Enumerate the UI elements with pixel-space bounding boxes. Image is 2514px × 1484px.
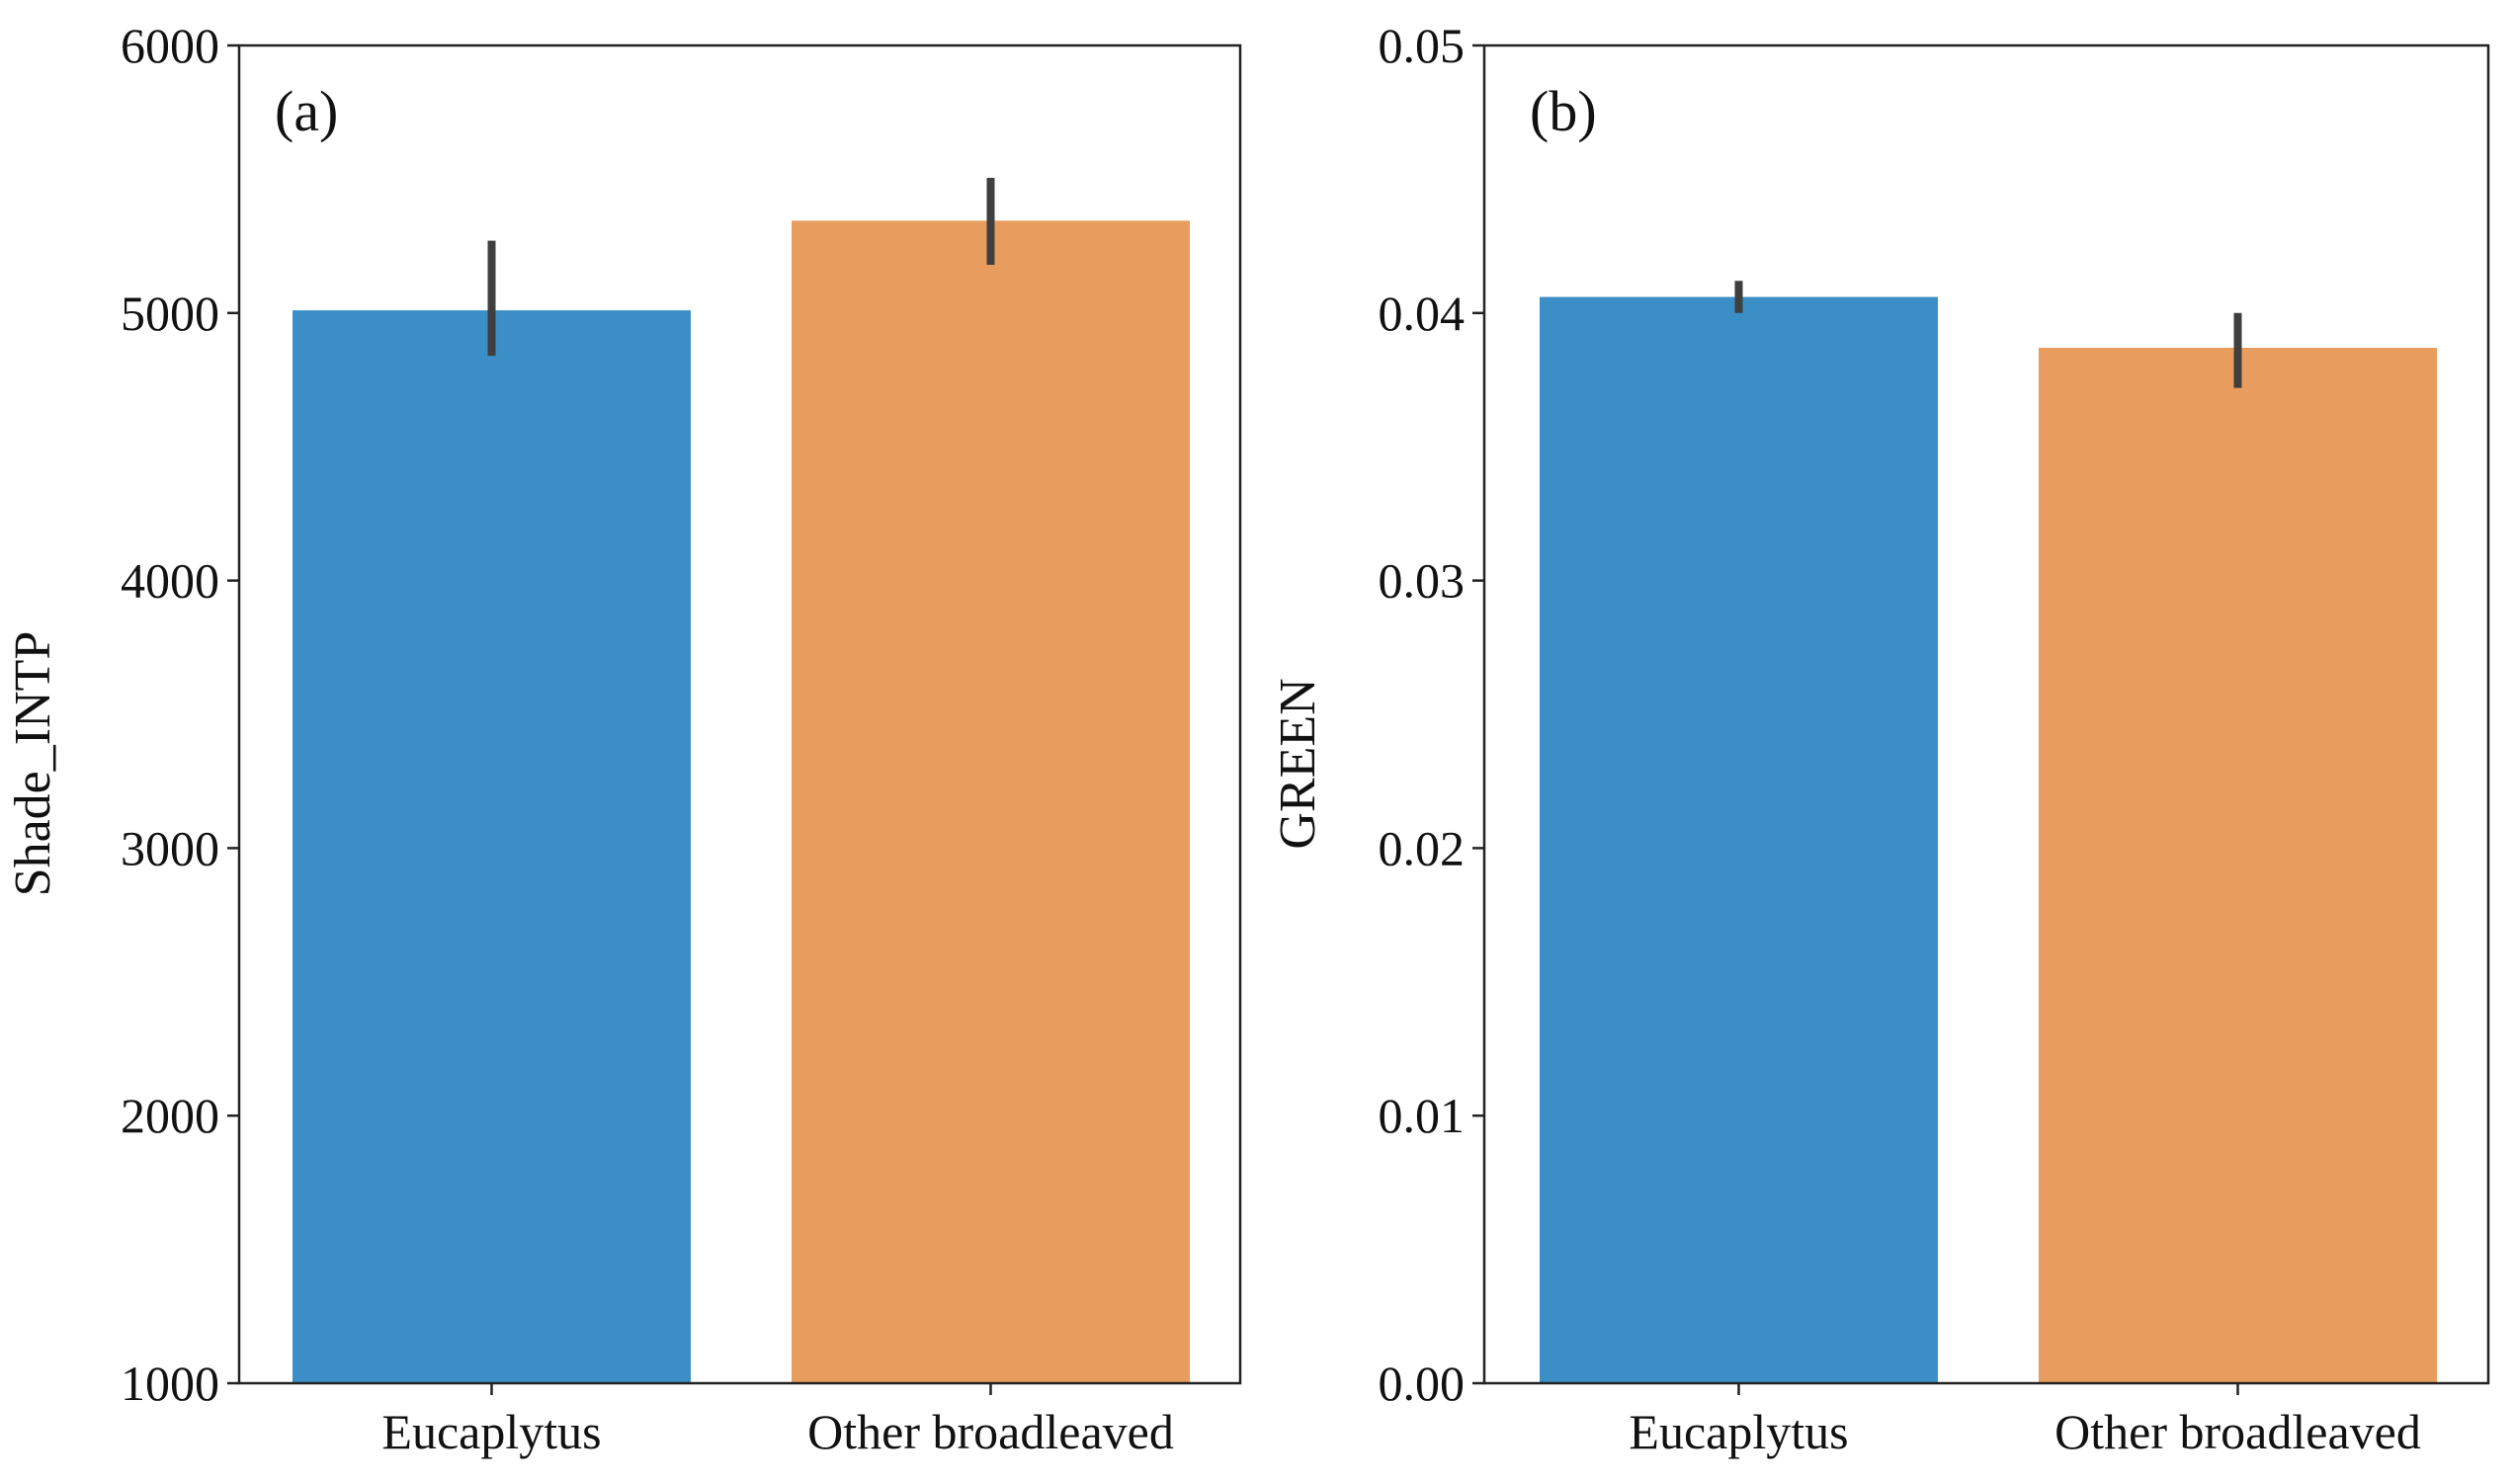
y-axis-label: GREEN — [1270, 678, 1326, 849]
axes-frame — [237, 43, 1242, 1385]
y-tick-label: 5000 — [121, 286, 219, 341]
y-tick-label: 0.01 — [1379, 1088, 1466, 1143]
y-tick-label: 0.02 — [1379, 820, 1466, 875]
panel-a: 1000 2000 3000 4000 5000 6000 Eucaplytus Other … — [5, 18, 1242, 1459]
bar-eucaplytus — [293, 310, 691, 1383]
y-tick-label: 0.04 — [1379, 286, 1466, 341]
y-tick-label: 2000 — [121, 1088, 219, 1143]
bar-eucaplytus — [1540, 296, 1938, 1383]
y-tick-label: 0.03 — [1379, 553, 1466, 609]
y-tick-label: 0.00 — [1379, 1356, 1466, 1411]
x-tick-label: Other broadleaved — [807, 1404, 1174, 1459]
panel-b: 0.00 0.01 0.02 0.03 0.04 0.05 Eucaplytus Other … — [1270, 18, 2490, 1459]
y-tick-label: 6000 — [121, 18, 219, 73]
y-tick-label: 4000 — [121, 553, 219, 609]
bar-other-broadleaved — [792, 220, 1190, 1383]
y-tick-label: 0.05 — [1379, 18, 1466, 73]
x-tick-label: Eucaplytus — [381, 1404, 601, 1459]
x-tick-label: Eucaplytus — [1629, 1404, 1848, 1459]
y-tick-label: 3000 — [121, 820, 219, 875]
axes-frame — [1482, 43, 2490, 1385]
y-axis-label: Shade_INTP — [5, 631, 61, 897]
x-tick-label: Other broadleaved — [2054, 1404, 2421, 1459]
panel-label: (b) — [1530, 79, 1597, 143]
y-tick-label: 1000 — [121, 1356, 219, 1411]
panel-label: (a) — [275, 79, 338, 143]
bar-other-broadleaved — [2039, 348, 2437, 1383]
